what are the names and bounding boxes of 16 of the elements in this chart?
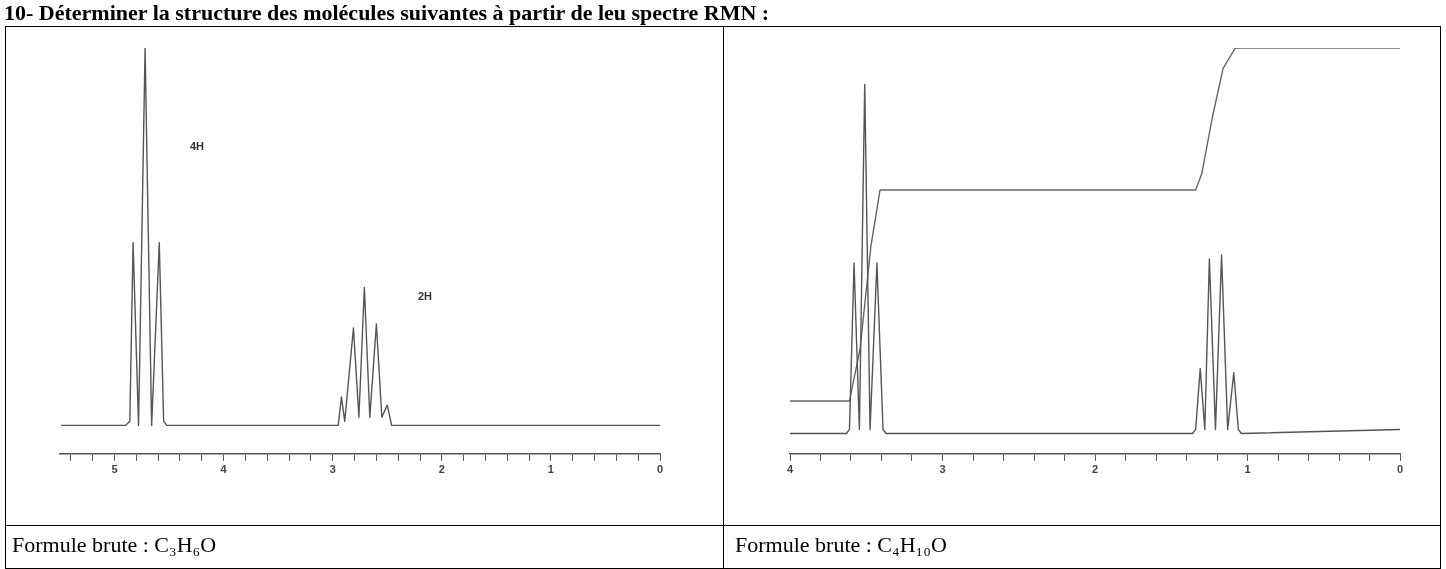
text: Formule brute : C₃H₆O bbox=[12, 532, 217, 558]
x-tick-label: 1 bbox=[547, 463, 554, 476]
text: Formule brute : C₄H₁₀O bbox=[735, 532, 947, 558]
x-tick-label: 3 bbox=[329, 463, 336, 476]
x-tick-label: 2 bbox=[438, 463, 445, 476]
chart-title: 10- Déterminer la structure des molécules suivantes à partir de leu spectre RMN : bbox=[4, 0, 770, 26]
annotation: 4H bbox=[190, 140, 205, 152]
x-tick-label: 0 bbox=[1396, 463, 1404, 476]
x-tick-label: 4 bbox=[220, 463, 228, 476]
x-tick-label: 2 bbox=[1091, 463, 1099, 476]
x-tick-label: 5 bbox=[111, 463, 118, 476]
x-tick-label: 4 bbox=[786, 463, 794, 476]
x-tick-label: 3 bbox=[939, 463, 946, 476]
annotation: 2H bbox=[418, 290, 433, 302]
x-tick-label: 0 bbox=[656, 463, 664, 476]
x-tick-label: 1 bbox=[1244, 463, 1251, 476]
